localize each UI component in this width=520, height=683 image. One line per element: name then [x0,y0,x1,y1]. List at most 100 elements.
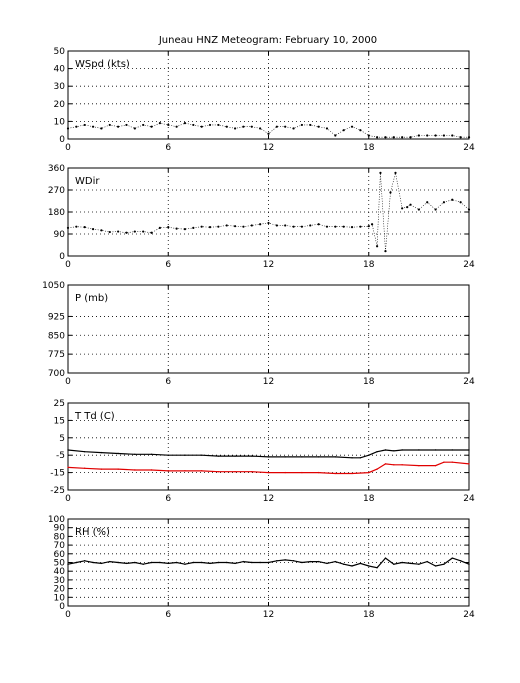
t-td-c-series-0-point [267,456,270,458]
t-td-c-series-1-point [284,471,286,474]
wdir-ytick-label: 90 [54,230,66,240]
rh-series-0-point [125,562,128,565]
wdir-series-0 [66,171,471,253]
t-td-c-series-1-point [334,472,337,475]
rh-series-0-point [134,561,136,564]
t-td-c-ytick-label: -5 [56,451,65,461]
t-td-c-series-0-point [200,454,203,456]
rh-series-0-point [259,561,261,564]
t-td-c-series-0-point [184,454,186,456]
rh-ytick-label: 80 [54,532,66,542]
wspd-kts-series-0-point [309,123,312,127]
rh-series-0-point [276,560,278,562]
wspd-kts-series-0-point [317,125,320,128]
t-td-c-series-0-point [217,455,220,457]
rh-series-0-point [234,562,236,565]
t-td-c-series-0-point [351,457,353,459]
t-td-c-series-0-point [334,456,337,458]
t-td-c-series-0-point [284,456,286,458]
wspd-kts-series-0-point [167,123,170,127]
t-td-c-series-1-point [267,471,270,474]
wspd-kts-ytick-label: 10 [54,117,66,127]
rh-series-0-point [468,563,470,565]
wdir-series-0-point [100,229,103,232]
rh-series-0-point [109,560,111,563]
wdir-series-0-point [208,226,212,229]
wdir-series-0-point [292,225,295,228]
rh-series-0-point [443,563,445,565]
rh-series-0-point [117,561,119,564]
rh-series-0-point [167,562,169,565]
t-td-c-series-1-point [418,464,420,467]
rh-series-0-point [175,561,178,564]
wspd-kts-series-0-point [117,125,120,128]
wspd-kts-series-0-point [292,127,295,130]
rh-xtick-label: 6 [165,610,171,620]
t-td-c-series-0-point [167,454,169,456]
t-td-c-series-0-point [301,456,303,458]
wdir-series-0-point [250,224,253,227]
rh-label: RH (%) [75,527,110,538]
t-td-c-xtick-label: 0 [65,494,71,504]
rh-xtick-label: 0 [65,610,71,620]
t-td-c-series-0-line [67,449,469,459]
rh-series-0-point [393,563,395,565]
t-td-c-series-1-point [84,467,86,469]
t-td-c-axes-box [67,402,470,491]
t-td-c-series-1-point [251,471,253,473]
t-td-c-series-1-point [434,464,437,467]
rh-series-0-point [368,565,370,567]
wdir-series-0-point [108,230,111,234]
rh-ytick-label: 0 [59,602,65,612]
wspd-kts-ytick-label: 50 [54,47,66,57]
t-td-c-xtick-label: 6 [165,494,171,504]
rh-ytick-label: 70 [54,541,66,551]
t-td-c-series-1-point [200,470,203,472]
rh-series-0-point [226,561,228,564]
wdir-series-0-point [225,224,228,227]
wspd-kts-ytick-label: 30 [54,82,66,92]
t-td-c-series-0-point [376,451,378,453]
wdir-xtick-label: 0 [65,260,71,270]
rh-series-0-point [159,561,161,564]
rh-series-0-point [284,559,286,561]
wdir-xtick-label: 12 [263,260,274,270]
wspd-kts-xtick-label: 6 [165,143,171,153]
wdir-ytick-label: 270 [48,186,65,196]
rh-series-0-point [426,560,428,563]
wspd-kts-series-0-point [83,123,86,127]
rh-xtick-label: 12 [263,610,274,620]
t-td-c-series-0-point [401,449,403,451]
p-mb-ytick-label: 1050 [42,281,65,291]
t-td-c-series-0 [67,449,470,459]
rh-series-0-point [384,557,387,559]
t-td-c-series-1-point [393,464,395,466]
rh-series-0-point [342,563,345,565]
t-td-c-series-0-point [117,452,119,455]
rh-series-0 [67,557,470,569]
wdir-series-0-point [367,225,370,228]
t-td-c-xtick-label: 18 [363,494,375,504]
rh-series-0-point [209,562,211,565]
rh-series-0-point [67,563,69,565]
wdir-series-0-point [83,226,86,229]
rh-series-0-point [251,561,253,564]
rh-series-0-point [84,560,86,562]
wdir-xtick-label: 24 [463,260,475,270]
p-mb-xtick-label: 18 [363,377,375,387]
wspd-kts-series-0-point [217,123,220,127]
t-td-c-series-1-point [443,461,445,463]
t-td-c-series-1-point [451,461,453,463]
wdir-series-0-point [300,225,304,228]
rh-series-0-point [334,560,337,563]
t-td-c-series-0-point [150,453,153,456]
wdir-series-0-trace [67,172,470,252]
t-td-c-series-0-point [451,449,453,451]
rh-series-0-point [409,562,412,565]
wspd-kts-ytick-label: 0 [59,135,65,145]
t-td-c-series-0-point [468,449,470,451]
p-mb-ytick-label: 700 [48,369,65,379]
